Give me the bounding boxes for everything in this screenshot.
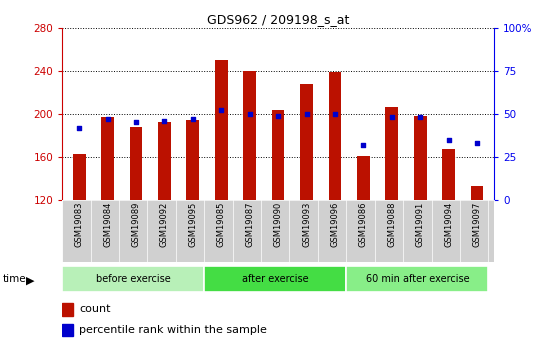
Bar bbox=[62, 303, 73, 316]
Bar bbox=[186, 120, 199, 200]
Point bbox=[132, 120, 140, 125]
Point bbox=[217, 108, 226, 113]
Point bbox=[302, 111, 311, 117]
Bar bbox=[215, 60, 228, 200]
Bar bbox=[328, 72, 341, 200]
Text: time: time bbox=[3, 274, 26, 284]
Bar bbox=[386, 107, 398, 200]
Bar bbox=[130, 127, 143, 200]
Text: GSM19089: GSM19089 bbox=[132, 202, 140, 247]
Point bbox=[75, 125, 84, 130]
Bar bbox=[357, 156, 370, 200]
Bar bbox=[62, 266, 204, 292]
Text: GSM19095: GSM19095 bbox=[188, 202, 197, 247]
Bar bbox=[62, 324, 73, 336]
Bar bbox=[346, 266, 488, 292]
Text: GSM19085: GSM19085 bbox=[217, 202, 226, 247]
Bar bbox=[471, 186, 483, 200]
Point bbox=[330, 111, 339, 117]
Text: ▶: ▶ bbox=[26, 275, 35, 285]
Text: GSM19087: GSM19087 bbox=[245, 202, 254, 247]
Bar bbox=[414, 116, 427, 200]
Text: after exercise: after exercise bbox=[242, 274, 308, 284]
Point bbox=[103, 116, 112, 122]
Text: before exercise: before exercise bbox=[96, 274, 171, 284]
Text: GSM19091: GSM19091 bbox=[416, 202, 424, 247]
Text: GSM19086: GSM19086 bbox=[359, 202, 368, 247]
Point bbox=[388, 115, 396, 120]
Bar bbox=[244, 71, 256, 200]
Bar bbox=[101, 117, 114, 200]
Text: GSM19094: GSM19094 bbox=[444, 202, 453, 247]
Title: GDS962 / 209198_s_at: GDS962 / 209198_s_at bbox=[207, 13, 349, 27]
Bar bbox=[158, 122, 171, 200]
Point bbox=[160, 118, 168, 124]
Text: GSM19097: GSM19097 bbox=[472, 202, 482, 247]
Text: GSM19088: GSM19088 bbox=[387, 202, 396, 247]
Text: GSM19096: GSM19096 bbox=[330, 202, 340, 247]
Point bbox=[472, 140, 481, 146]
Text: GSM19083: GSM19083 bbox=[75, 202, 84, 247]
Point bbox=[416, 115, 424, 120]
Text: GSM19090: GSM19090 bbox=[274, 202, 282, 247]
Bar bbox=[73, 154, 85, 200]
Bar bbox=[442, 149, 455, 200]
Text: GSM19092: GSM19092 bbox=[160, 202, 169, 247]
Point bbox=[188, 116, 197, 122]
Text: GSM19084: GSM19084 bbox=[103, 202, 112, 247]
Bar bbox=[204, 266, 346, 292]
Point bbox=[444, 137, 453, 142]
Text: percentile rank within the sample: percentile rank within the sample bbox=[79, 325, 267, 335]
Text: count: count bbox=[79, 304, 111, 314]
Point bbox=[245, 111, 254, 117]
Bar bbox=[300, 84, 313, 200]
Text: GSM19093: GSM19093 bbox=[302, 202, 311, 247]
Point bbox=[359, 142, 368, 148]
Bar bbox=[272, 110, 285, 200]
Text: 60 min after exercise: 60 min after exercise bbox=[366, 274, 469, 284]
Point bbox=[274, 113, 282, 118]
